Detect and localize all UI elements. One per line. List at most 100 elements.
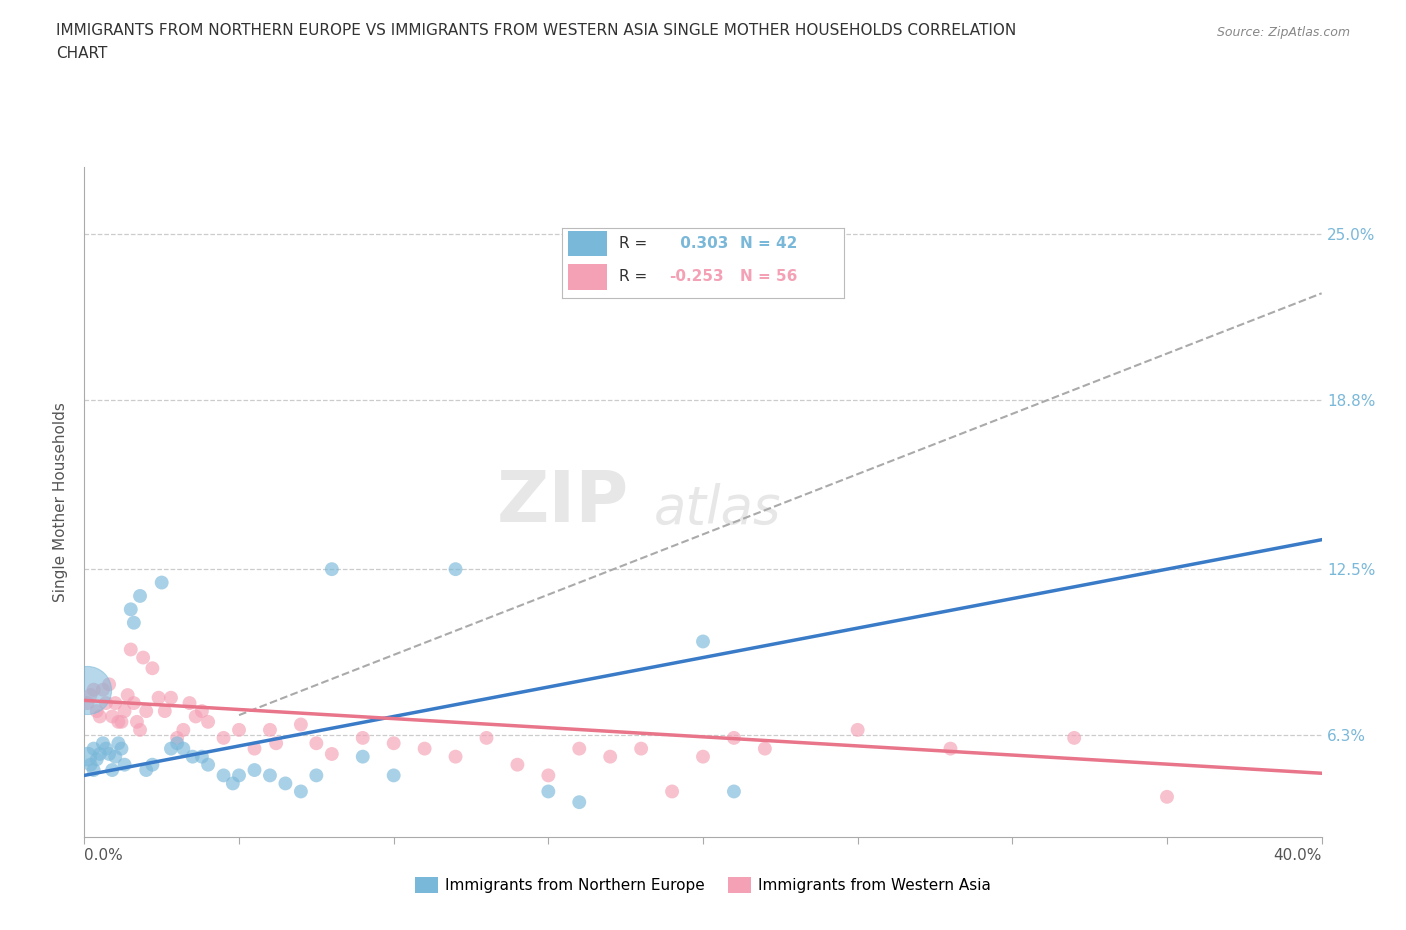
Point xyxy=(413,741,436,756)
Point xyxy=(172,723,194,737)
Point xyxy=(120,642,142,657)
Point xyxy=(160,690,183,705)
Text: R =: R = xyxy=(619,236,647,251)
Point xyxy=(89,709,111,724)
Point xyxy=(568,795,591,810)
Point xyxy=(243,741,266,756)
Point xyxy=(98,747,121,762)
Point xyxy=(475,730,498,745)
Point xyxy=(148,690,170,705)
Legend: Immigrants from Northern Europe, Immigrants from Western Asia: Immigrants from Northern Europe, Immigra… xyxy=(409,870,997,899)
Point xyxy=(125,714,148,729)
Point xyxy=(630,741,652,756)
Point xyxy=(76,683,98,698)
Text: CHART: CHART xyxy=(56,46,108,61)
Point xyxy=(89,747,111,762)
Point xyxy=(91,683,114,698)
Point xyxy=(114,704,136,719)
Point xyxy=(76,750,98,764)
Point xyxy=(723,784,745,799)
Point xyxy=(179,696,201,711)
Point xyxy=(939,741,962,756)
Text: 40.0%: 40.0% xyxy=(1274,848,1322,863)
Point xyxy=(184,709,207,724)
Point xyxy=(86,704,108,719)
Point xyxy=(1063,730,1085,745)
Point xyxy=(104,696,127,711)
Point xyxy=(259,723,281,737)
Point xyxy=(110,741,132,756)
Point xyxy=(107,714,129,729)
Point xyxy=(91,736,114,751)
Point xyxy=(692,750,714,764)
Point xyxy=(537,784,560,799)
Point xyxy=(661,784,683,799)
Point xyxy=(352,750,374,764)
Point xyxy=(191,750,214,764)
Point xyxy=(290,717,312,732)
Point xyxy=(110,714,132,729)
Text: 0.0%: 0.0% xyxy=(84,848,124,863)
Point xyxy=(568,741,591,756)
Text: -0.253: -0.253 xyxy=(669,269,724,285)
Point xyxy=(754,741,776,756)
Point xyxy=(166,736,188,751)
Point xyxy=(120,602,142,617)
Point xyxy=(537,768,560,783)
Text: 0.303: 0.303 xyxy=(675,236,728,251)
Point xyxy=(122,696,145,711)
Point xyxy=(86,751,108,766)
Point xyxy=(172,741,194,756)
Point xyxy=(692,634,714,649)
Point xyxy=(259,768,281,783)
Point xyxy=(181,750,204,764)
Point xyxy=(599,750,621,764)
Point xyxy=(160,741,183,756)
Point xyxy=(264,736,287,751)
Point xyxy=(129,589,152,604)
Point xyxy=(135,704,157,719)
Point xyxy=(150,575,173,590)
Y-axis label: Single Mother Households: Single Mother Households xyxy=(53,403,69,602)
Point xyxy=(846,723,869,737)
Point xyxy=(305,736,328,751)
Point xyxy=(79,687,101,702)
Point xyxy=(94,741,117,756)
Point xyxy=(212,730,235,745)
Point xyxy=(382,736,405,751)
Point xyxy=(321,747,343,762)
Point xyxy=(101,709,124,724)
Point xyxy=(228,723,250,737)
Point xyxy=(83,763,105,777)
Point xyxy=(321,562,343,577)
Point xyxy=(506,757,529,772)
Point xyxy=(274,776,297,790)
Point xyxy=(83,741,105,756)
Point xyxy=(101,763,124,777)
Point xyxy=(197,757,219,772)
Point xyxy=(290,784,312,799)
Text: ZIP: ZIP xyxy=(496,468,628,537)
Point xyxy=(444,562,467,577)
Point xyxy=(129,723,152,737)
Point xyxy=(135,763,157,777)
Point xyxy=(444,750,467,764)
Point xyxy=(107,736,129,751)
Point xyxy=(141,757,163,772)
Point xyxy=(1156,790,1178,804)
Point xyxy=(243,763,266,777)
Point xyxy=(122,616,145,631)
Point xyxy=(98,677,121,692)
Point xyxy=(104,750,127,764)
Point xyxy=(212,768,235,783)
Point xyxy=(117,687,139,702)
FancyBboxPatch shape xyxy=(568,264,607,290)
Point xyxy=(76,696,98,711)
Text: N = 42: N = 42 xyxy=(740,236,797,251)
Point xyxy=(94,696,117,711)
Point xyxy=(723,730,745,745)
Text: N = 56: N = 56 xyxy=(740,269,797,285)
Point xyxy=(382,768,405,783)
Point xyxy=(305,768,328,783)
Text: atlas: atlas xyxy=(654,483,780,535)
